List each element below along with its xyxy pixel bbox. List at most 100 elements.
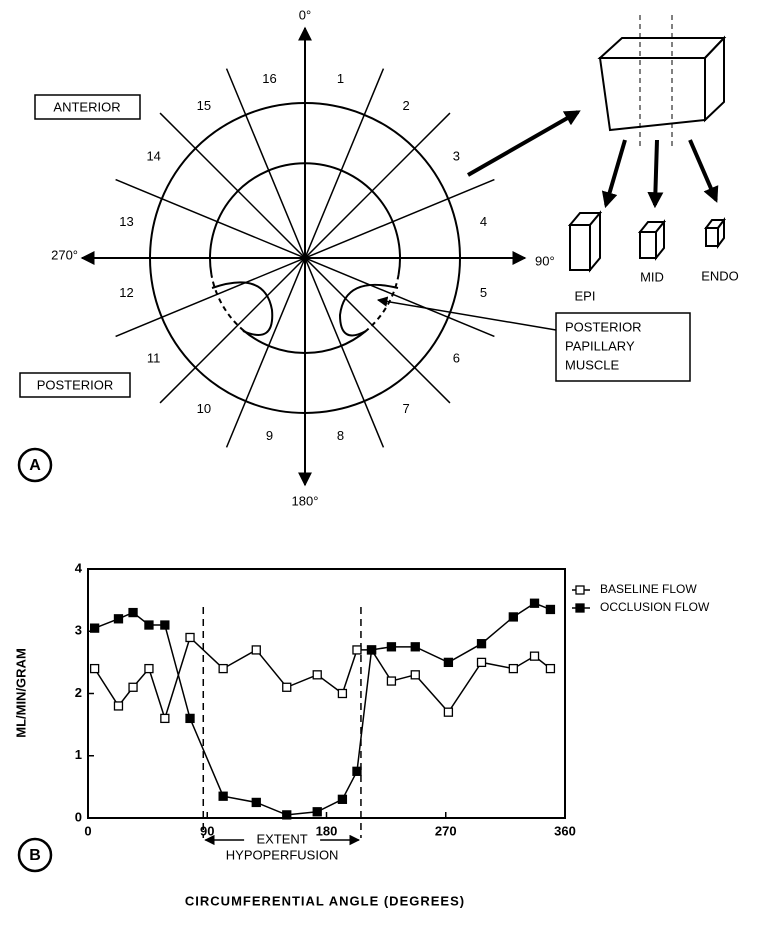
y-tick-label: 3 [75,623,82,638]
data-point [282,682,292,692]
axis-label: 90° [535,253,555,268]
layer-label: EPI [575,288,596,303]
spoke [225,68,385,448]
data-point [386,642,397,652]
data-point [476,657,487,668]
data-point [282,810,292,820]
data-point [443,707,454,717]
data-point [144,663,154,674]
series-line [93,636,551,721]
panel-letter-circle [17,837,53,873]
data-point [185,632,195,643]
data-point [545,663,556,674]
y-tick-label: 1 [75,747,82,762]
callout-text: MUSCLE [565,357,620,372]
data-point [529,651,540,661]
data-point [251,645,261,655]
layer-arrow [601,139,627,209]
data-point [160,620,170,630]
layer-arrow [647,139,664,209]
data-point [312,670,322,680]
segment-label: 12 [119,285,133,300]
data-point [89,623,100,633]
segment-label: 3 [453,148,460,163]
segment-label: 4 [480,214,487,229]
annotation: EXTENT [256,831,307,846]
panel-letter: A [29,457,41,474]
segment-label: 2 [402,98,409,113]
data-point [337,688,348,699]
callout-text: PAPILLARY [565,338,635,353]
data-point [128,682,138,692]
label-box [34,94,141,120]
panel-a: 0° 90° 180° 270° ANTERIOR POSTERIOR POST… [17,7,739,508]
data-point [508,663,518,674]
data-point [545,604,556,615]
layer-label: ENDO [701,268,739,283]
axis-label: 180° [292,493,319,508]
plot-frame [87,568,566,819]
data-point [251,797,261,808]
segment-label: 1 [337,71,344,86]
data-point [312,807,322,817]
tissue-block [598,57,706,132]
segment-label: 11 [147,351,161,366]
y-axis-title: ML/MIN/GRAM [13,648,28,738]
anterior-label: ANTERIOR [53,99,120,114]
data-point [443,657,454,668]
segment-label: 16 [262,71,276,86]
panel-letter: B [29,847,41,864]
posterior-label: POSTERIOR [37,377,114,392]
data-point [128,607,138,618]
segment-label: 6 [453,351,460,366]
data-point [160,713,170,724]
data-point [352,645,362,655]
data-point [144,620,154,630]
segment-label: 9 [266,428,273,443]
x-tick-label: 360 [554,823,576,838]
x-tick-label: 90 [200,823,214,838]
data-point [508,612,518,622]
data-point [529,598,540,608]
data-point [366,645,377,655]
panel-letter-circle [17,447,53,483]
callout-arrow [376,296,557,331]
data-point [386,676,397,686]
y-tick-label: 0 [75,809,82,824]
y-tick-label: 2 [75,685,82,700]
data-point [218,663,228,674]
tissue-block [597,37,727,59]
segment-label: 14 [146,148,160,163]
data-point [337,794,348,804]
papillary-muscle [338,283,399,337]
data-point [410,670,420,680]
papillary-muscle [211,281,274,336]
segment-label: 7 [402,401,409,416]
label-box [19,372,131,398]
axis-label: 0° [299,7,311,22]
data-point [113,701,124,711]
segment-label: 13 [119,214,133,229]
data-point [89,663,100,674]
segment-label: 8 [337,428,344,443]
data-point [113,614,124,624]
layer-arrow [688,139,719,203]
block-arrow [467,110,581,177]
axis-label: 270° [51,247,78,262]
data-point [410,642,420,652]
data-point [476,639,487,649]
data-point [218,791,228,801]
layer-label: MID [640,269,664,284]
callout-box [555,312,691,382]
series-line [94,602,551,816]
legend-label: BASELINE FLOW [600,582,697,596]
x-tick-label: 270 [435,823,457,838]
x-axis-title: CIRCUMFERENTIAL ANGLE (DEGREES) [185,893,465,908]
segment-label: 10 [197,401,211,416]
segment-label: 5 [480,285,487,300]
annotation: HYPOPERFUSION [226,847,339,862]
y-tick-label: 4 [75,560,83,575]
